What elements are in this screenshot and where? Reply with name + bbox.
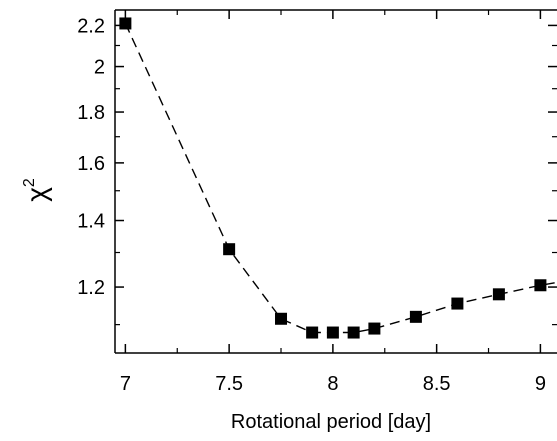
data-point — [326, 326, 339, 339]
data-point — [451, 297, 464, 310]
series-line — [124, 23, 557, 334]
x-tick-label: 7.5 — [215, 373, 243, 395]
data-point — [306, 326, 319, 339]
data-point — [534, 279, 547, 292]
y-axis-label-symbol: χ — [21, 187, 52, 202]
x-axis-label: Rotational period [day] — [231, 411, 431, 433]
data-point — [119, 17, 132, 30]
x-tick-label: 9 — [535, 373, 546, 395]
y-tick-label: 1.2 — [77, 277, 105, 299]
data-point — [275, 312, 288, 325]
plot-area — [114, 9, 557, 354]
y-tick-label: 2.2 — [77, 15, 105, 37]
y-tick-label: 1.6 — [77, 153, 105, 175]
y-axis: 1.2 1.4 1.6 1.8 2 2.2 — [77, 15, 557, 326]
data-point — [347, 326, 360, 339]
data-point — [409, 310, 422, 323]
x-tick-label: 8.5 — [423, 373, 451, 395]
data-point — [492, 288, 505, 301]
x-axis: 7 7.5 8 8.5 9 — [120, 10, 546, 395]
x-tick-label: 8 — [327, 373, 338, 395]
y-tick-label: 1.8 — [77, 102, 105, 124]
x-tick-label: 7 — [120, 373, 131, 395]
series-layer — [119, 17, 557, 339]
y-axis-label: χ2 — [21, 178, 52, 202]
data-point — [368, 322, 381, 335]
y-axis-label-superscript: 2 — [21, 178, 38, 187]
data-point — [223, 243, 236, 256]
y-tick-label: 1.4 — [77, 211, 105, 233]
y-tick-label: 2 — [94, 57, 105, 79]
